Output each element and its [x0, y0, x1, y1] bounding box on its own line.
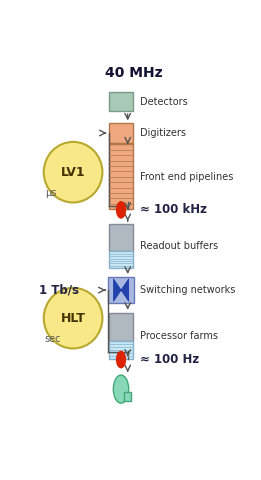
FancyBboxPatch shape [110, 312, 133, 341]
Ellipse shape [44, 288, 102, 348]
FancyBboxPatch shape [110, 341, 133, 359]
Circle shape [113, 375, 129, 403]
Circle shape [117, 351, 126, 368]
FancyBboxPatch shape [110, 144, 133, 209]
Text: μs: μs [45, 188, 56, 198]
Text: 40 MHz: 40 MHz [105, 66, 163, 80]
Text: ≈ 100 kHz: ≈ 100 kHz [140, 204, 207, 216]
Text: Digitizers: Digitizers [140, 128, 186, 138]
Text: Switching networks: Switching networks [140, 285, 235, 295]
Text: Processor farms: Processor farms [140, 331, 218, 340]
Circle shape [117, 202, 126, 218]
Polygon shape [114, 279, 129, 301]
Text: Detectors: Detectors [140, 96, 188, 107]
Text: 1 Tb/s: 1 Tb/s [39, 284, 79, 297]
Text: sec: sec [45, 334, 61, 344]
FancyBboxPatch shape [124, 392, 131, 401]
FancyBboxPatch shape [110, 252, 133, 268]
Text: Front end pipelines: Front end pipelines [140, 172, 233, 182]
Text: LV1: LV1 [61, 166, 85, 179]
FancyBboxPatch shape [110, 123, 133, 143]
FancyBboxPatch shape [110, 92, 133, 111]
Text: ≈ 100 Hz: ≈ 100 Hz [140, 353, 199, 366]
FancyBboxPatch shape [110, 224, 133, 252]
Text: Readout buffers: Readout buffers [140, 241, 218, 251]
Ellipse shape [44, 142, 102, 203]
Text: HLT: HLT [61, 312, 86, 324]
FancyBboxPatch shape [109, 277, 134, 303]
